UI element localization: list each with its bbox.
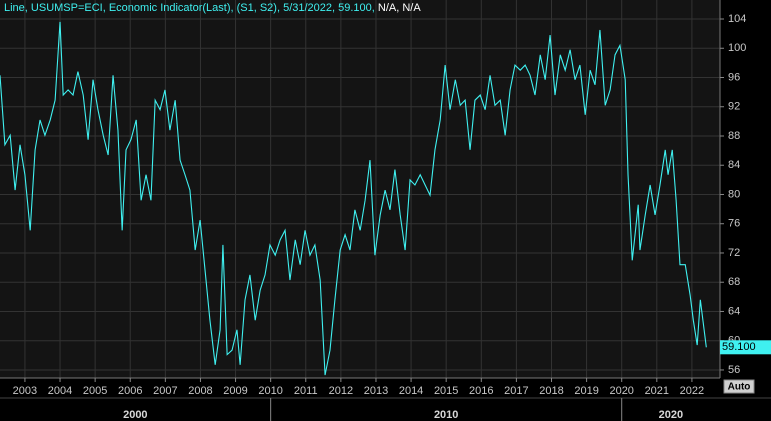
x-tick-label: 2007 (153, 385, 177, 397)
x-tick-label: 2020 (609, 385, 633, 397)
x-tick-label: 2017 (504, 385, 528, 397)
y-tick-label: 84 (728, 159, 740, 171)
button-box[interactable] (723, 379, 755, 394)
x-tick-label: 2004 (48, 385, 72, 397)
series-line (0, 21, 707, 376)
auto-button[interactable]: Auto (723, 379, 755, 394)
y-tick-label: 92 (728, 101, 740, 113)
y-tick-label: 96 (728, 71, 740, 83)
x-tick-label: 2010 (258, 385, 282, 397)
legend-series: Line, USUMSP=ECI, Economic Indicator(Las… (4, 2, 375, 14)
legend-suffix: N/A, N/A (378, 2, 421, 14)
x-tick-label: 2019 (574, 385, 598, 397)
x-tick-label: 2021 (645, 385, 669, 397)
legend-entry: Line, USUMSP=ECI, Economic Indicator(Las… (4, 2, 421, 14)
y-tick-label: 80 (728, 188, 740, 200)
y-tick-label: 88 (728, 130, 740, 142)
y-tick-label: 104 (728, 13, 746, 25)
x-tick-label: 2014 (399, 385, 423, 397)
x-tick-label: 2005 (83, 385, 107, 397)
last-value-tag (720, 340, 771, 355)
y-tick-label: 68 (728, 276, 740, 288)
x-tick-label: 2016 (469, 385, 493, 397)
x-tick-label: 2015 (434, 385, 458, 397)
y-tick-label: 72 (728, 247, 740, 259)
y-tick-label: 100 (728, 42, 746, 54)
x-tick-label: 2003 (13, 385, 37, 397)
x-group-label: 2010 (434, 409, 458, 421)
x-tick-label: 2006 (118, 385, 142, 397)
x-group-label: 2020 (659, 409, 683, 421)
x-group-label: 2000 (123, 409, 147, 421)
x-tick-label: 2011 (294, 385, 318, 397)
x-tick-label: 2009 (223, 385, 247, 397)
last-value-label: 59.100 (722, 341, 756, 353)
y-tick-label: 64 (728, 305, 740, 317)
y-tick-label: 56 (728, 364, 740, 376)
plot-area (0, 0, 720, 378)
x-tick-label: 2008 (188, 385, 212, 397)
x-tick-label: 2022 (680, 385, 704, 397)
y-tick-label: 76 (728, 218, 740, 230)
x-tick-label: 2013 (364, 385, 388, 397)
x-tick-label: 2012 (329, 385, 353, 397)
x-tick-label: 2018 (539, 385, 563, 397)
grid (0, 0, 720, 378)
button-label[interactable]: Auto (728, 382, 751, 393)
